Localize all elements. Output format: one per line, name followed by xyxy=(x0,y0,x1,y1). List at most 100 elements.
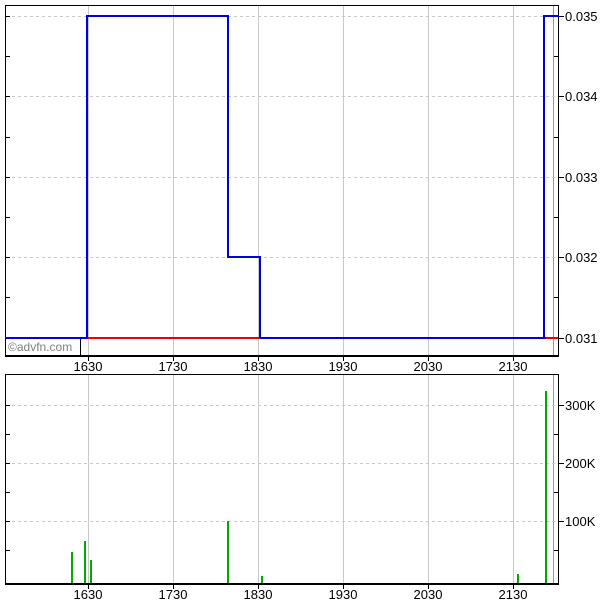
volume-axis-tick xyxy=(6,463,10,464)
time-tick-label: 2130 xyxy=(498,587,528,600)
volume-axis-tick xyxy=(6,405,10,406)
price-minor-tick xyxy=(554,217,558,218)
volume-axis-tick xyxy=(558,405,564,406)
price-line-segment xyxy=(227,15,229,258)
price-tick-label: 0.034 xyxy=(565,89,598,104)
time-axis-tick xyxy=(88,585,89,589)
time-axis-tick xyxy=(88,357,89,361)
volume-gridline xyxy=(6,405,558,406)
last-trade-marker-line xyxy=(553,6,554,355)
price-tick-label: 0.031 xyxy=(565,331,598,346)
time-tick-label: 1630 xyxy=(73,359,103,374)
time-tick-label: 1630 xyxy=(73,587,103,600)
price-minor-tick xyxy=(554,137,558,138)
volume-minor-tick xyxy=(554,492,558,493)
volume-bar xyxy=(71,552,73,583)
time-tick-label: 1730 xyxy=(158,587,188,600)
price-minor-tick xyxy=(6,137,10,138)
time-axis-tick xyxy=(173,585,174,589)
time-axis-tick xyxy=(428,585,429,589)
time-gridline xyxy=(428,375,429,583)
time-axis-tick xyxy=(428,357,429,361)
time-gridline xyxy=(173,6,174,355)
price-gridline xyxy=(6,257,558,258)
time-gridline xyxy=(343,375,344,583)
price-axis-tick xyxy=(558,257,564,258)
volume-minor-tick xyxy=(554,434,558,435)
price-line-segment xyxy=(543,15,545,339)
time-axis-tick xyxy=(513,357,514,361)
price-tick-label: 0.033 xyxy=(565,170,598,185)
price-gridline xyxy=(6,177,558,178)
price-minor-tick xyxy=(554,297,558,298)
price-axis-tick xyxy=(6,257,10,258)
price-line-segment xyxy=(86,15,88,339)
volume-bar xyxy=(84,541,86,583)
price-axis-tick xyxy=(558,96,564,97)
price-chart-plot-area xyxy=(5,5,559,357)
time-gridline xyxy=(88,6,89,355)
price-line-segment xyxy=(87,15,228,17)
time-axis-tick xyxy=(258,585,259,589)
time-gridline xyxy=(428,6,429,355)
price-axis-tick xyxy=(558,16,564,17)
time-gridline xyxy=(343,6,344,355)
volume-bar xyxy=(517,574,519,583)
time-tick-label: 1930 xyxy=(328,587,358,600)
time-tick-label: 1830 xyxy=(243,587,273,600)
time-tick-label: 1730 xyxy=(158,359,188,374)
volume-chart-plot-area xyxy=(5,374,559,585)
volume-tick-label: 200K xyxy=(565,456,596,471)
time-tick-label: 1830 xyxy=(243,359,273,374)
last-trade-marker-line xyxy=(553,375,554,583)
time-axis-tick xyxy=(258,357,259,361)
price-minor-tick xyxy=(6,297,10,298)
time-tick-label: 2030 xyxy=(413,587,443,600)
price-line-segment xyxy=(544,15,559,17)
volume-minor-tick xyxy=(6,550,10,551)
price-line-segment xyxy=(228,256,261,258)
price-line-segment xyxy=(5,337,88,339)
volume-gridline xyxy=(6,521,558,522)
price-axis-tick xyxy=(6,96,10,97)
price-axis-tick xyxy=(558,177,564,178)
volume-axis-tick xyxy=(558,521,564,522)
volume-axis-tick xyxy=(6,521,10,522)
volume-minor-tick xyxy=(6,434,10,435)
price-line-segment xyxy=(260,337,546,339)
time-gridline xyxy=(88,375,89,583)
time-tick-label: 1930 xyxy=(328,359,358,374)
price-axis-tick xyxy=(558,338,564,339)
volume-bar xyxy=(261,576,263,583)
price-minor-tick xyxy=(554,56,558,57)
price-minor-tick xyxy=(6,56,10,57)
volume-tick-label: 100K xyxy=(565,514,596,529)
price-tick-label: 0.035 xyxy=(565,9,598,24)
volume-bar xyxy=(227,521,229,583)
time-axis-tick xyxy=(173,357,174,361)
volume-bar xyxy=(545,391,547,583)
time-axis-tick xyxy=(343,357,344,361)
watermark-box: ©advfn.com xyxy=(6,339,81,355)
price-line-segment xyxy=(259,256,261,338)
advfn-watermark-text: ©advfn.com xyxy=(8,340,73,354)
volume-gridline xyxy=(6,463,558,464)
volume-minor-tick xyxy=(554,550,558,551)
time-gridline xyxy=(258,375,259,583)
price-axis-tick xyxy=(6,177,10,178)
time-gridline xyxy=(513,6,514,355)
time-tick-label: 2030 xyxy=(413,359,443,374)
volume-bar xyxy=(90,560,92,583)
price-tick-label: 0.032 xyxy=(565,250,598,265)
time-gridline xyxy=(513,375,514,583)
price-gridline xyxy=(6,16,558,17)
volume-tick-label: 300K xyxy=(565,398,596,413)
time-gridline xyxy=(258,6,259,355)
time-tick-label: 2130 xyxy=(498,359,528,374)
time-gridline xyxy=(173,375,174,583)
price-axis-tick xyxy=(6,16,10,17)
volume-minor-tick xyxy=(6,492,10,493)
time-axis-tick xyxy=(513,585,514,589)
price-minor-tick xyxy=(6,217,10,218)
volume-axis-tick xyxy=(558,463,564,464)
